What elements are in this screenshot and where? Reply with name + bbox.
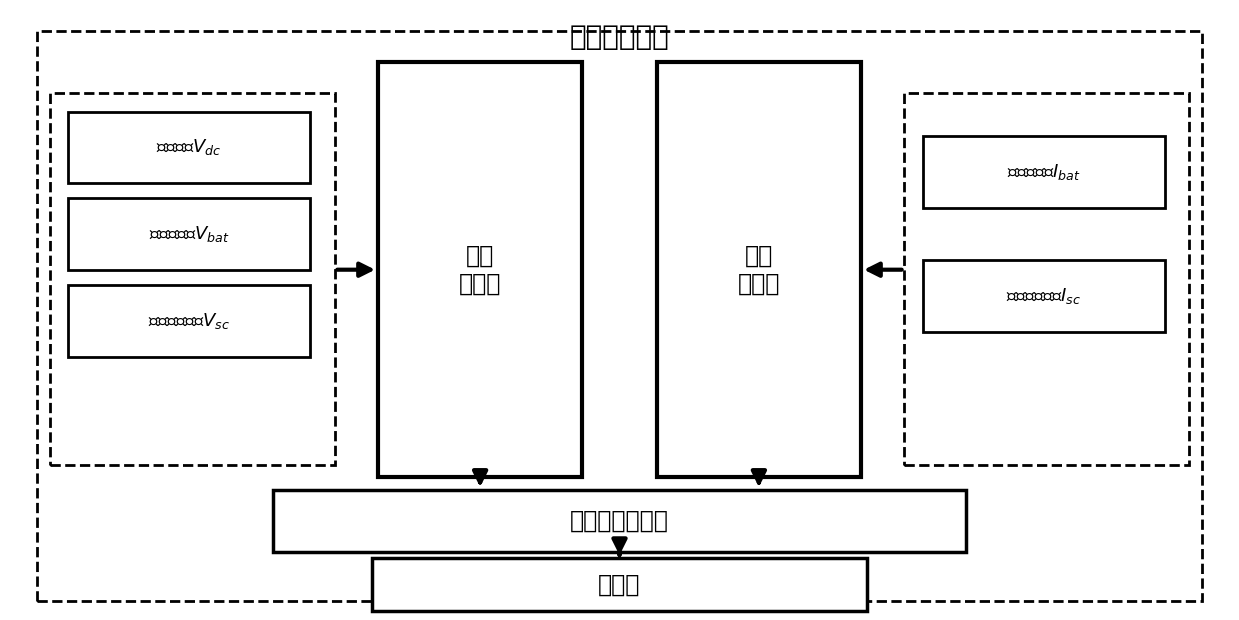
- Bar: [904, 93, 1189, 465]
- Text: 锂电池电压$V_{bat}$: 锂电池电压$V_{bat}$: [149, 224, 229, 244]
- Bar: [273, 490, 966, 552]
- Text: 控制器: 控制器: [598, 572, 641, 596]
- Text: 总线电压$V_{dc}$: 总线电压$V_{dc}$: [156, 137, 222, 157]
- Text: 高精度采集模块: 高精度采集模块: [570, 509, 669, 533]
- Bar: [657, 62, 861, 477]
- Bar: [68, 285, 310, 356]
- Text: 电流
传感器: 电流 传感器: [737, 244, 781, 296]
- Bar: [372, 558, 867, 611]
- Text: 电压
传感器: 电压 传感器: [458, 244, 502, 296]
- Bar: [378, 62, 582, 477]
- Bar: [68, 112, 310, 183]
- Bar: [68, 198, 310, 270]
- Bar: [923, 260, 1165, 332]
- Text: 锂电池电流$I_{bat}$: 锂电池电流$I_{bat}$: [1007, 162, 1080, 182]
- Text: 采集电路模块: 采集电路模块: [570, 23, 669, 51]
- Bar: [50, 93, 335, 465]
- Text: 超级电容电压$V_{sc}$: 超级电容电压$V_{sc}$: [147, 311, 230, 331]
- Bar: [923, 136, 1165, 208]
- Text: 超级电容电流$I_{sc}$: 超级电容电流$I_{sc}$: [1006, 286, 1082, 306]
